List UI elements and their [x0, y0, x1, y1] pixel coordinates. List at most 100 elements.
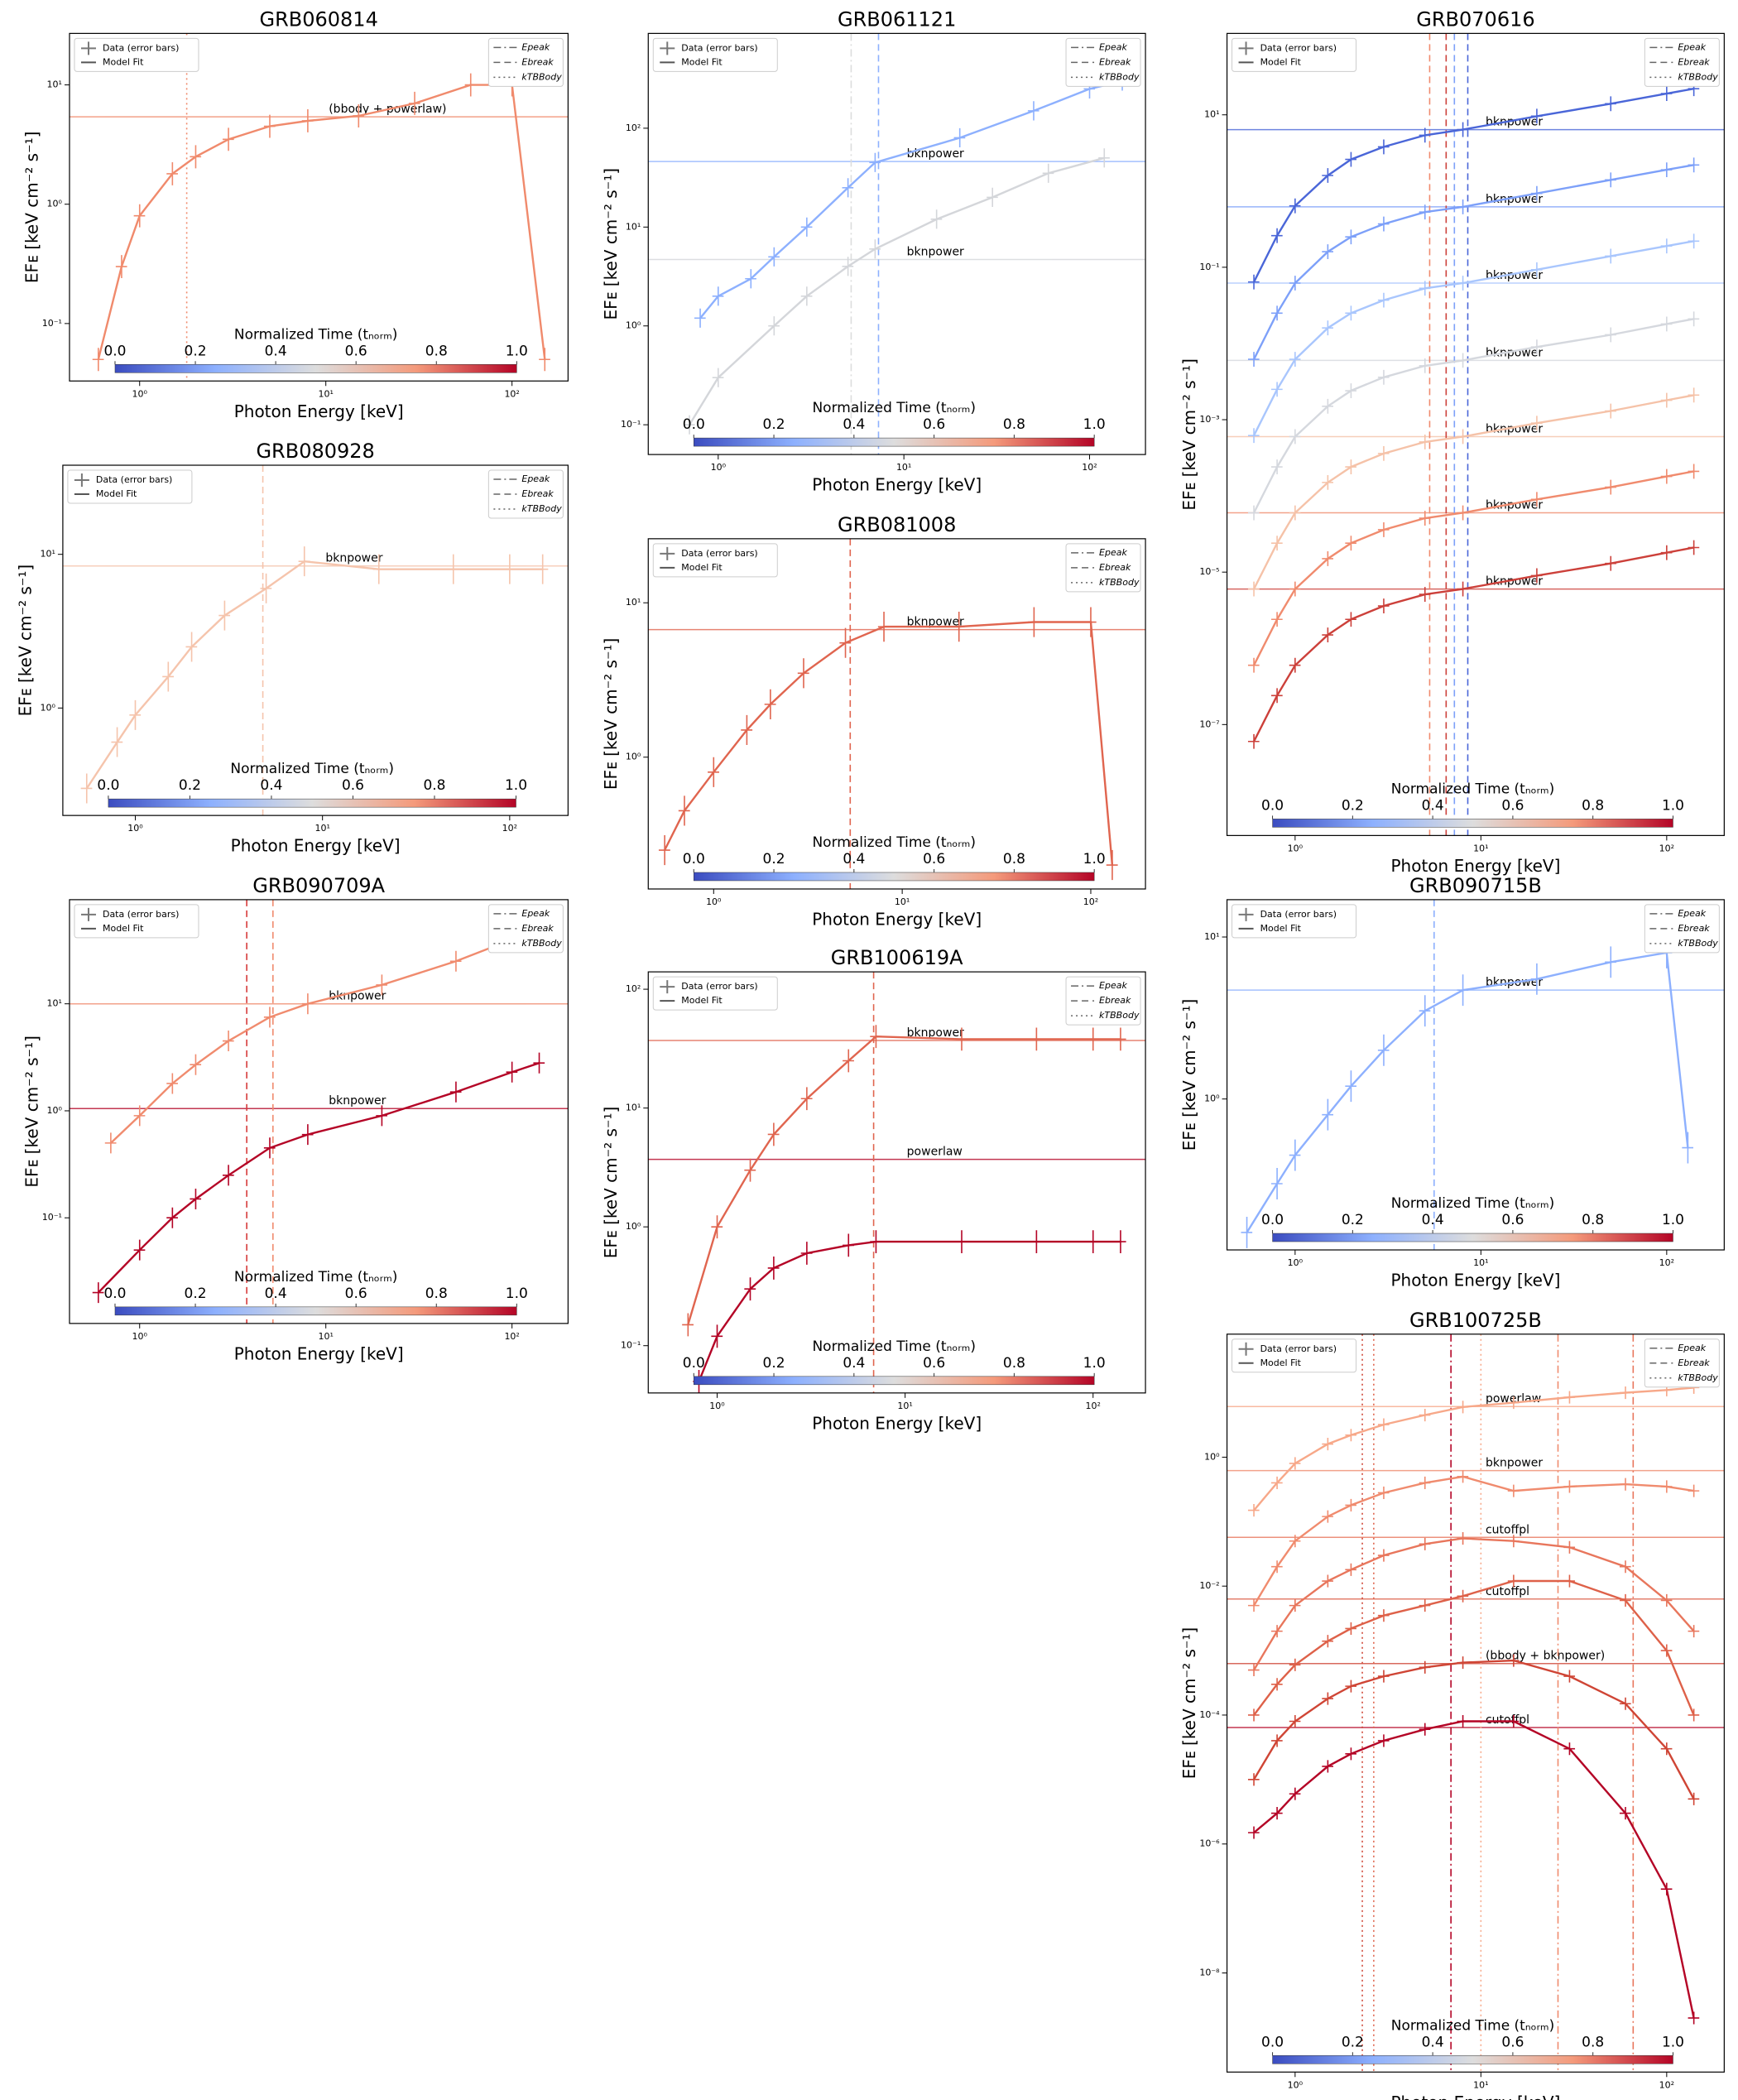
model-fit	[1253, 394, 1694, 590]
legend-box	[652, 543, 778, 578]
data-point	[1419, 127, 1431, 143]
data-point	[1419, 1723, 1431, 1736]
data-point	[1247, 1773, 1260, 1786]
data-point	[768, 247, 780, 267]
data-point	[222, 127, 234, 151]
data-point	[764, 689, 776, 719]
data-point	[298, 546, 310, 577]
legend-box	[1065, 976, 1141, 1026]
colorbar-tick-label: 0.4	[843, 416, 865, 433]
data-point	[1345, 1070, 1357, 1103]
panel: GRB060814(bbody + powerlaw) 10⁰ 10¹ 10² 10⁻¹…	[22, 7, 569, 421]
data-point	[1419, 358, 1431, 373]
data-point	[1322, 1574, 1333, 1588]
data-point	[1289, 581, 1301, 597]
x-axis-label: Photon Energy [keV]	[231, 836, 401, 856]
axes-frame	[647, 32, 1146, 455]
data-point	[842, 178, 854, 198]
data-point	[1660, 1742, 1673, 1756]
colorbar	[1272, 1233, 1673, 1242]
y-tick-label: 10⁻⁶	[1199, 1838, 1220, 1849]
data-point	[1271, 1807, 1283, 1820]
y-tick-label: 10²	[626, 123, 641, 133]
colorbar-tick-label: 0.2	[763, 416, 785, 433]
y-tick-label: 10¹	[40, 549, 55, 560]
data-point	[1345, 1747, 1357, 1761]
colorbar-tick-label: 0.6	[345, 343, 367, 359]
data-point	[1563, 1574, 1576, 1588]
x-tick-label: 10¹	[314, 823, 329, 834]
data-point	[1660, 545, 1673, 560]
legend-icon	[1238, 41, 1254, 55]
data-point	[1322, 1437, 1333, 1451]
model-label: bknpower	[907, 1026, 964, 1040]
y-tick-label: 10⁻⁴	[1199, 1709, 1220, 1720]
data-point	[1619, 1478, 1631, 1491]
legend-label: Epeak	[521, 41, 550, 52]
data-point	[712, 286, 724, 306]
legend-box	[1644, 37, 1720, 87]
colorbar-tick-label: 0.8	[1003, 1355, 1025, 1372]
data-point	[1345, 305, 1357, 321]
data-point	[1345, 459, 1357, 475]
colorbar-tick-label: 0.8	[1582, 2034, 1604, 2050]
data-point	[1345, 612, 1357, 627]
model-fit	[1246, 951, 1689, 1233]
y-tick-label: 10⁻¹	[42, 1212, 62, 1223]
y-axis-label: EFᴇ [keV cm⁻² s⁻¹]	[1179, 358, 1199, 511]
data-point	[1457, 276, 1469, 291]
data-point	[1419, 281, 1431, 296]
colorbar-tick-label: 0.0	[97, 777, 119, 794]
y-tick-label: 10⁻¹	[621, 1340, 641, 1351]
y-tick-label: 10¹	[1204, 109, 1219, 120]
panel-bg	[1227, 899, 1725, 1251]
x-tick-label: 10²	[1659, 2079, 1674, 2090]
x-tick-label: 10⁰	[1288, 843, 1304, 853]
data-point	[1271, 536, 1283, 551]
colorbar-label: Normalized Time (tₙₒᵣₘ)	[230, 761, 394, 777]
legend-label: Ebreak	[1099, 995, 1131, 1006]
x-tick-label: 10²	[504, 1331, 519, 1342]
model-label: cutoffpl	[1486, 1523, 1529, 1536]
data-point	[1345, 536, 1357, 551]
data-point	[1289, 352, 1301, 367]
x-tick-label: 10⁰	[127, 823, 143, 834]
data-point	[1530, 339, 1543, 355]
colorbar-tick-label: 0.0	[683, 416, 705, 433]
data-point	[1377, 1734, 1390, 1747]
model-label: cutoffpl	[1486, 1585, 1529, 1598]
legend-box	[487, 469, 564, 519]
data-point	[694, 308, 706, 328]
axes-frame	[1226, 32, 1725, 836]
legend-label: Model Fit	[103, 923, 144, 934]
data-point	[376, 1105, 388, 1127]
data-point	[301, 1124, 314, 1146]
data-point	[1660, 162, 1673, 178]
data-point	[711, 1215, 723, 1239]
model-fit	[688, 156, 1105, 425]
data-point	[1507, 1396, 1520, 1410]
colorbar-tick-label: 1.0	[1083, 416, 1106, 433]
data-point	[1247, 1663, 1260, 1677]
chart-title: GRB080928	[256, 440, 374, 463]
colorbar-tick-label: 0.0	[683, 1355, 705, 1372]
data-point	[870, 1230, 882, 1254]
data-point	[1322, 244, 1333, 260]
panel: GRB081008 bknpower 10⁰ 10¹ 10² 10⁰ 10¹ Photon E…	[601, 513, 1146, 929]
legend-label: Epeak	[1678, 41, 1706, 52]
data-point	[1507, 1654, 1520, 1667]
data-point	[190, 1054, 202, 1075]
model-label: bknpower	[325, 552, 382, 565]
y-axis-label: EFᴇ [keV cm⁻² s⁻¹]	[1179, 1627, 1199, 1780]
data-point	[222, 1031, 234, 1052]
data-point	[869, 239, 881, 259]
legend-label: Data (error bars)	[1260, 909, 1337, 920]
legend-label: kTBBody	[521, 71, 562, 82]
data-point	[1322, 320, 1333, 336]
model-label: bknpower	[1486, 346, 1543, 359]
data-point	[1377, 369, 1390, 385]
data-point	[1271, 1678, 1283, 1691]
legend-label: Model Fit	[103, 56, 144, 67]
data-point	[1377, 216, 1390, 232]
